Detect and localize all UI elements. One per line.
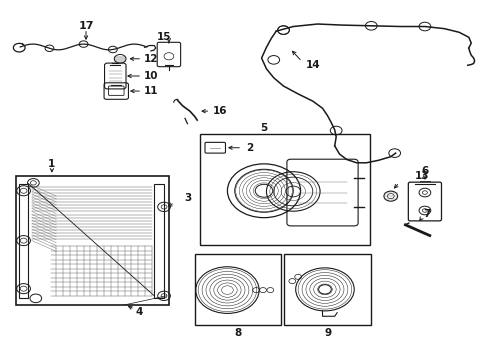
Text: 5: 5 — [260, 123, 267, 132]
Text: 6: 6 — [421, 166, 427, 176]
Text: 17: 17 — [78, 21, 94, 31]
Text: 1: 1 — [48, 159, 56, 169]
Bar — [199, 134, 369, 245]
Text: 9: 9 — [324, 328, 331, 338]
Text: 11: 11 — [143, 86, 158, 96]
Bar — [16, 176, 168, 305]
Text: 15: 15 — [157, 32, 171, 41]
Text: 10: 10 — [143, 71, 158, 81]
Text: 12: 12 — [143, 54, 158, 64]
Text: 4: 4 — [136, 307, 143, 317]
Text: 13: 13 — [414, 171, 429, 181]
Bar — [194, 253, 281, 325]
Bar — [19, 184, 28, 298]
Text: 7: 7 — [423, 209, 430, 219]
Text: 2: 2 — [245, 143, 252, 153]
Bar — [284, 253, 370, 325]
Text: 14: 14 — [305, 60, 320, 70]
Text: 8: 8 — [234, 328, 241, 338]
Bar — [154, 184, 163, 298]
Text: 16: 16 — [212, 106, 226, 116]
Text: 3: 3 — [183, 193, 191, 203]
